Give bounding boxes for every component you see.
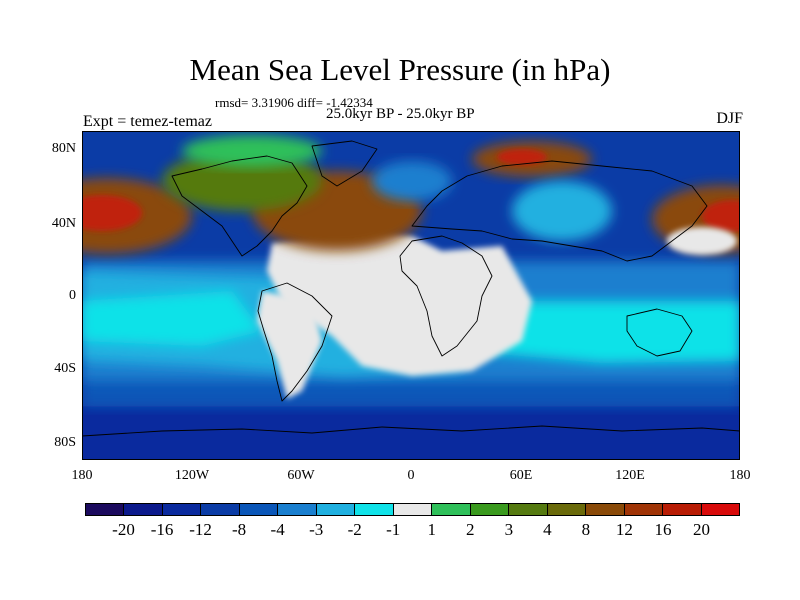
stats-line: rmsd= 3.31906 diff= -1.42334 [215, 95, 373, 110]
eurasia-sky [512, 181, 612, 241]
coast-africa [399, 235, 493, 357]
lat-label-80n: 80N [51, 141, 76, 156]
coast-north-america [171, 155, 308, 257]
colorbar-swatch [162, 504, 202, 515]
colorbar-tick-label: -8 [232, 520, 247, 539]
colorbar-swatch [239, 504, 279, 515]
coast-antarctica [82, 425, 740, 437]
colorbar-tick-label: -2 [347, 520, 362, 539]
lon-label-60w: 60W [287, 468, 315, 483]
colorbar-swatch [124, 504, 163, 515]
pressure-anomaly-map [82, 131, 740, 460]
colorbar-swatch [316, 504, 356, 515]
colorbar-tick-label: 20 [692, 520, 710, 539]
arctic-green [182, 135, 322, 167]
lat-label-40n: 40N [51, 216, 76, 231]
lon-label-180w: 180 [71, 468, 93, 483]
colorbar-swatch [201, 504, 240, 515]
colorbar-tick-label: 8 [581, 520, 591, 539]
north-pacific-high-west-core [82, 195, 142, 231]
neutral-atlantic-africa [267, 231, 532, 376]
asia-high-core [497, 149, 547, 165]
lon-label-60e: 60E [509, 468, 533, 483]
colorbar-tick-label: -16 [150, 520, 174, 539]
colorbar-labels: -20 -16 -12 -8 -4 -3 -2 -1 1 2 3 4 8 12 16 20 [85, 520, 740, 540]
season-label: DJF [716, 110, 743, 127]
colorbar-tick-label: -3 [309, 520, 324, 539]
colorbar-swatch [355, 504, 394, 515]
colorbar-swatch [432, 504, 471, 515]
lat-label-80s: 80S [54, 435, 76, 450]
colorbar-swatch [624, 504, 664, 515]
colorbar-swatch [547, 504, 587, 515]
colorbar-swatch [393, 504, 433, 515]
lon-label-180e: 180 [729, 468, 751, 483]
north-pacific-high-east-core [702, 200, 740, 232]
colorbar-swatch [701, 504, 739, 515]
colorbar-swatch [509, 504, 548, 515]
pacific-cyan-zone [82, 291, 262, 346]
colorbar-tick-label: 4 [543, 520, 552, 539]
colorbar-tick-label: 1 [427, 520, 437, 539]
map-frame [82, 131, 740, 460]
colorbar-tick-label: -20 [112, 520, 135, 539]
lon-label-120e: 120E [615, 468, 645, 483]
lon-label-120w: 120W [174, 468, 210, 483]
colorbar-tick-label: -1 [386, 520, 401, 539]
coast-south-america [257, 282, 333, 402]
lat-label-40s: 40S [54, 361, 76, 376]
coastlines [82, 140, 740, 437]
colorbar [85, 503, 740, 516]
map-title: Mean Sea Level Pressure (in hPa) [189, 52, 611, 87]
colorbar-tick-label: -12 [189, 520, 212, 539]
period-line: 25.0kyr BP - 25.0kyr BP [326, 106, 475, 122]
colorbar-tick-label: 16 [654, 520, 672, 539]
coast-australia [626, 308, 693, 357]
coast-eurasia [411, 160, 708, 262]
colorbar-tick-label: 12 [615, 520, 633, 539]
east-asia-neutral [667, 227, 737, 255]
southern-deep-band [82, 406, 740, 460]
north-atlantic-light [372, 161, 452, 201]
colorbar-swatch [470, 504, 510, 515]
colorbar-swatch [663, 504, 702, 515]
coast-greenland [311, 140, 378, 187]
experiment-label: Expt = temez-temaz [83, 113, 212, 130]
colorbar-tick-label: -4 [270, 520, 285, 539]
lat-label-0: 0 [69, 288, 76, 303]
lon-label-0: 0 [407, 468, 415, 483]
colorbar-swatch [586, 504, 625, 515]
colorbar-tick-label: 3 [504, 520, 514, 539]
colorbar-tick-label: 2 [466, 520, 475, 539]
colorbar-swatch [278, 504, 317, 515]
north-america-olive [162, 151, 322, 211]
colorbar-swatch [86, 504, 125, 515]
